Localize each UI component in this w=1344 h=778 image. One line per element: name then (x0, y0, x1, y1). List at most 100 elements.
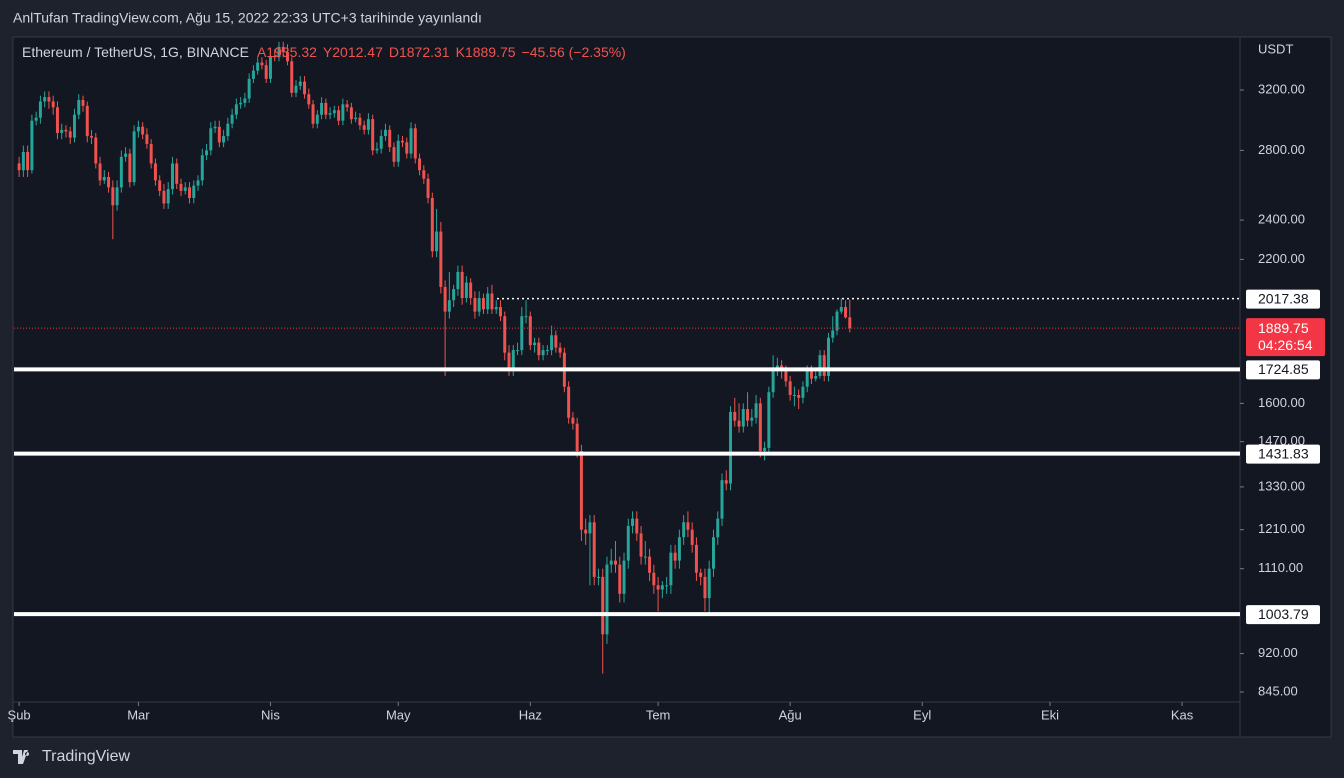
candle-body (388, 129, 392, 148)
y-tick-label: 1110.00 (1258, 560, 1303, 575)
candle-body (256, 62, 260, 71)
candle-body (711, 537, 715, 569)
x-tick-label: Kas (1171, 707, 1194, 722)
candle-body (545, 350, 549, 352)
candle-body (533, 342, 537, 346)
candle-body (694, 544, 698, 573)
candle-body (90, 136, 94, 138)
candle-body (158, 180, 162, 191)
candle-body (447, 300, 451, 312)
candle-body (554, 335, 558, 348)
candle-body (669, 552, 673, 586)
candle-body (750, 417, 754, 421)
candle-body (809, 370, 813, 379)
candle-body (26, 151, 30, 171)
y-tick-label: 845.00 (1258, 683, 1298, 698)
level-box (1246, 289, 1320, 309)
candle-body (439, 231, 443, 287)
candle-body (686, 522, 690, 530)
candle-body (844, 307, 848, 318)
x-tick-label: Nis (261, 707, 280, 722)
candle-body (243, 98, 247, 103)
legend-item-label: Y (323, 44, 333, 60)
y-tick-label: 2400.00 (1258, 211, 1305, 226)
candle-body (324, 102, 328, 115)
candle-body (226, 123, 230, 137)
candle-body (409, 128, 413, 154)
y-tick-label: 1470.00 (1258, 433, 1305, 448)
candle-body (635, 518, 639, 534)
candle-body (567, 386, 571, 418)
candle-body (724, 480, 728, 484)
candle-body (507, 352, 511, 371)
x-tick-label: Ağu (779, 707, 802, 722)
candle-body (758, 403, 762, 452)
x-tick-label: Eki (1041, 707, 1059, 722)
candle-body (584, 529, 588, 534)
candle-body (673, 552, 677, 561)
candle-body (503, 316, 507, 353)
candle-body (771, 370, 775, 393)
candle-body (21, 151, 25, 171)
candle-body (251, 70, 255, 79)
candle-body (260, 62, 264, 66)
candle-body (677, 537, 681, 561)
candle-body (264, 65, 268, 79)
candle-body (464, 282, 468, 298)
candle-body (337, 110, 341, 121)
candle-body (107, 176, 111, 188)
candle-body (98, 163, 102, 181)
candle-body (490, 293, 494, 310)
candle-body (111, 187, 115, 206)
publish-header: AnlTufan TradingView.com, Ağu 15, 2022 2… (13, 10, 482, 26)
last-price-box (1246, 318, 1325, 357)
candle-body (788, 381, 792, 395)
candle-body (405, 142, 409, 154)
candle-body (741, 409, 745, 427)
candle-body (579, 451, 583, 530)
candle-body (294, 85, 298, 93)
candle-body (848, 317, 852, 329)
candle-body (290, 61, 294, 93)
legend-item-value: 2012.47 (332, 44, 383, 60)
candle-body (818, 355, 822, 376)
candle-body (797, 394, 801, 398)
candle-body (230, 114, 234, 124)
candle-body (729, 411, 733, 484)
candle-body (149, 143, 153, 164)
candle-body (77, 99, 81, 115)
candle-body (222, 136, 226, 143)
candle-body (47, 97, 51, 102)
candle-body (720, 480, 724, 519)
candle-body (141, 126, 145, 135)
candle-body (784, 370, 788, 382)
candle-body (460, 271, 464, 298)
y-tick-label: 2800.00 (1258, 142, 1305, 157)
candle-body (716, 518, 720, 538)
candle-body (648, 556, 652, 573)
candle-body (358, 117, 362, 126)
y-tick-label: 2200.00 (1258, 251, 1305, 266)
candle-body (341, 104, 345, 121)
candle-body (273, 55, 277, 58)
candle-body (362, 125, 366, 130)
level-box (1246, 444, 1320, 464)
candle-body (166, 189, 170, 204)
candle-body (550, 335, 554, 351)
candle-body (17, 163, 21, 171)
candle-body (511, 350, 515, 371)
candle-body (456, 271, 460, 290)
candle-body (839, 307, 843, 312)
candle-body (124, 153, 128, 157)
candle-body (746, 409, 750, 421)
candle-body (64, 129, 68, 132)
candle-body (426, 178, 430, 198)
candle-body (481, 297, 485, 310)
y-tick-label: 1210.00 (1258, 521, 1305, 536)
candle-body (136, 126, 140, 132)
candle-body (72, 114, 76, 138)
currency-label: USDT (1258, 41, 1293, 56)
candle-body (822, 355, 826, 376)
candle-body (486, 293, 490, 310)
